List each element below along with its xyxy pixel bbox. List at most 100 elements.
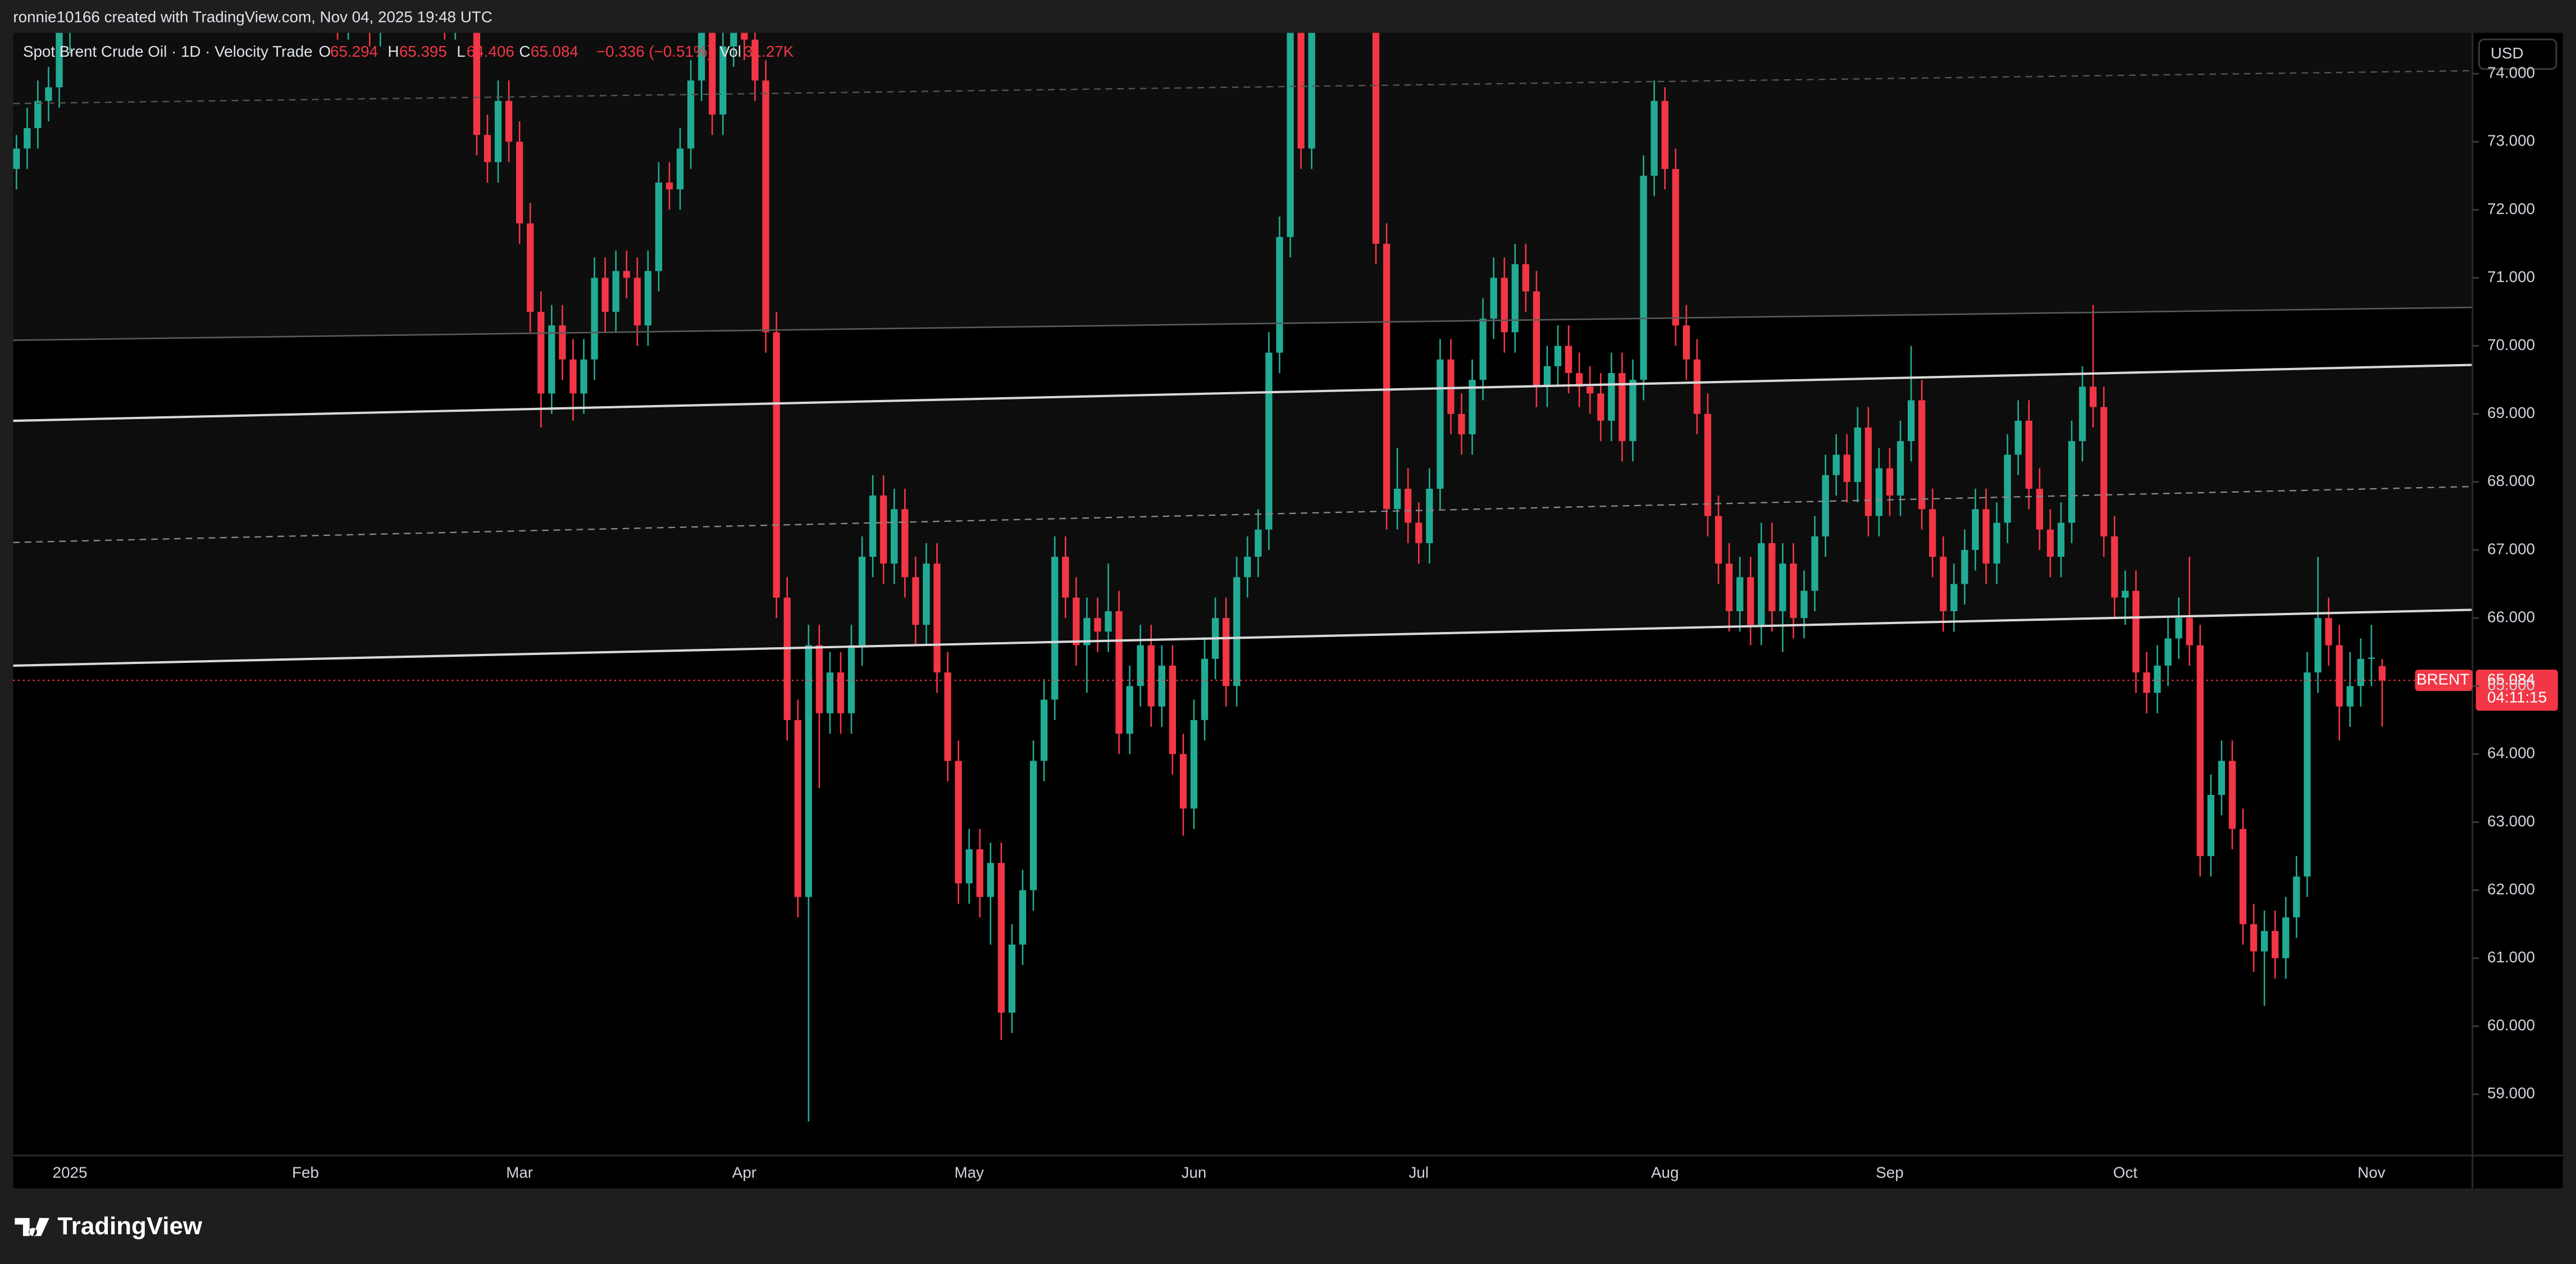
candle-body — [880, 495, 887, 564]
y-tick-label: 66.000 — [2487, 608, 2535, 625]
candle-body — [1308, 33, 1315, 149]
candle-body — [2346, 686, 2354, 707]
candle-body — [580, 359, 587, 394]
candle-body — [2132, 590, 2140, 672]
brand-name: TradingView — [57, 1212, 202, 1240]
volume-value: 31.27K — [744, 43, 794, 60]
candle-body — [847, 645, 855, 713]
candle-body — [569, 359, 577, 394]
candle-body — [762, 80, 769, 333]
y-tick-label: 64.000 — [2487, 744, 2535, 762]
candle-body — [1854, 427, 1861, 482]
candle-body — [1126, 686, 1133, 734]
candle-body — [548, 325, 555, 394]
candle-body — [1426, 488, 1433, 543]
candle-body — [1651, 101, 1658, 176]
candle-body — [815, 645, 823, 713]
candle-body — [1661, 101, 1668, 169]
candle-body — [869, 495, 877, 557]
y-tick-label: 60.000 — [2487, 1016, 2535, 1034]
trend-line — [13, 608, 2473, 667]
candle-body — [837, 672, 845, 713]
candle-body — [1875, 468, 1883, 516]
volume-key: Vol — [719, 43, 741, 60]
ohlc-key: C — [519, 43, 530, 60]
candle-body — [1950, 584, 1958, 611]
candle-body — [2239, 829, 2247, 925]
candle-body — [1276, 237, 1283, 353]
candle-body — [1843, 454, 1850, 482]
candle-body — [1201, 658, 1209, 720]
candle-body — [1907, 400, 1915, 442]
y-tick-label: 67.000 — [2487, 540, 2535, 557]
candle-body — [1372, 33, 1380, 244]
y-tick-label: 74.000 — [2487, 64, 2535, 81]
y-tick-label: 70.000 — [2487, 336, 2535, 353]
candle-body — [2250, 924, 2258, 952]
candle-body — [2228, 761, 2236, 829]
candle-body — [1993, 522, 2000, 564]
candle-body — [1940, 557, 1947, 611]
currency-box[interactable] — [2478, 38, 2557, 70]
candle-body — [1458, 413, 1465, 435]
candle-body — [1608, 373, 1615, 421]
candle-body — [1554, 345, 1562, 366]
y-tick-label: 61.000 — [2487, 948, 2535, 966]
symbol-title: Spot Brent Crude Oil · 1D · Velocity Tra… — [23, 43, 313, 60]
y-tick-label: 72.000 — [2487, 200, 2535, 217]
candle-body — [537, 312, 545, 394]
candle-body — [2368, 657, 2375, 659]
candle-body — [1683, 325, 1690, 360]
x-tick-label: Jun — [1182, 1163, 1207, 1181]
candle-body — [783, 597, 791, 720]
candle-body — [1405, 488, 1412, 523]
candle-body — [1693, 359, 1701, 414]
candle-body — [923, 563, 930, 625]
candle-body — [1447, 359, 1455, 414]
candle-body — [1715, 516, 1722, 564]
brand: TradingView — [15, 1212, 203, 1240]
candle-body — [1790, 563, 1797, 619]
candle-body — [1019, 890, 1027, 945]
candle-body — [2304, 672, 2311, 877]
trend-line — [13, 485, 2473, 543]
candle-body — [2057, 522, 2065, 557]
x-tick-label: Sep — [1876, 1163, 1903, 1181]
candles — [13, 33, 2386, 1122]
candle-body — [2111, 536, 2118, 598]
candle-body — [1501, 278, 1508, 333]
candle-body — [1576, 373, 1583, 387]
currency[interactable]: USD — [2491, 44, 2524, 62]
candle-body — [1415, 522, 1423, 543]
x-tick-label: Apr — [732, 1163, 756, 1181]
candle-body — [1822, 475, 1829, 536]
price-box — [2475, 670, 2558, 711]
candle-body — [965, 849, 973, 884]
candle-body — [1158, 665, 1165, 707]
candle-body — [2100, 407, 2108, 536]
trend-line — [13, 306, 2473, 341]
candle-body — [2122, 590, 2129, 598]
candle-body — [741, 33, 748, 40]
candle-body — [997, 863, 1005, 1013]
ohlc-value: 65.294 — [330, 43, 378, 60]
candle-body — [1800, 590, 1808, 619]
y-tick-label: 71.000 — [2487, 268, 2535, 285]
candle-body — [484, 135, 491, 162]
candle-body — [2196, 645, 2204, 856]
candle-body — [644, 271, 652, 326]
candle-body — [1522, 264, 1530, 292]
candle-body — [2143, 672, 2150, 693]
y-tick-label: 73.000 — [2487, 132, 2535, 149]
candle-body — [1094, 618, 1101, 632]
candle-body — [612, 271, 619, 312]
change: −0.336 (−0.51%) — [596, 43, 713, 60]
legend: Spot Brent Crude Oil · 1D · Velocity Tra… — [23, 43, 794, 60]
candle-body — [1137, 645, 1144, 686]
attribution: ronnie10166 created with TradingView.com… — [13, 8, 492, 26]
candle-body — [1490, 278, 1497, 319]
candle-body — [2068, 441, 2076, 523]
candle-body — [2046, 529, 2054, 557]
candle-body — [1864, 427, 1872, 516]
candle-body — [1586, 387, 1594, 394]
